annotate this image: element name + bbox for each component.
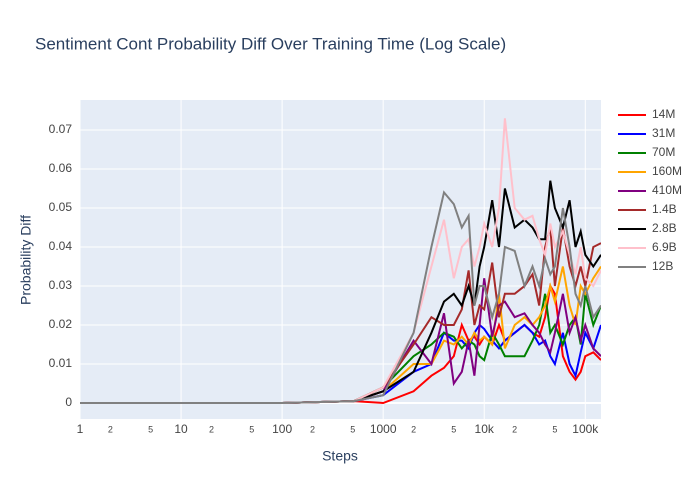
x-tick-label: 5 [451,424,456,434]
grid [79,100,601,419]
x-tick-label: 2 [411,424,416,434]
legend-label: 14M [652,107,675,121]
series-line [80,283,601,405]
x-tick-label: 100 [272,422,292,436]
plot-background [80,100,601,419]
legend-label: 31M [652,126,675,140]
x-tick-label: 2 [108,424,113,434]
chart-title: Sentiment Cont Probability Diff Over Tra… [35,34,506,53]
x-axis-title: Steps [322,448,358,464]
y-tick-label: 0.02 [49,317,73,331]
x-tick-label: 5 [350,424,355,434]
series-line [80,190,601,404]
series-line [80,227,601,404]
x-tick-label: 1000 [370,422,397,436]
legend-label: 2.8B [652,221,677,235]
y-tick-label: 0.05 [49,200,73,214]
y-tick-label: 0 [65,395,72,409]
legend-label: 6.9B [652,240,677,254]
y-tick-label: 0.04 [49,239,73,253]
legend-label: 70M [652,145,675,159]
y-tick-label: 0.06 [49,161,73,175]
series-line [80,180,601,404]
y-axis-title: Probability Diff [18,215,34,305]
legend-label: 410M [652,183,682,197]
x-tick-label: 1 [77,422,84,436]
series-line [80,278,601,404]
legend-label: 1.4B [652,202,677,216]
y-tick-label: 0.01 [49,356,73,370]
legend-label: 12B [652,259,673,273]
x-tick-label: 2 [209,424,214,434]
x-tick-label: 10k [475,422,495,436]
x-tick-label: 100k [572,422,599,436]
x-tick-label: 5 [552,424,557,434]
y-tick-label: 0.03 [49,278,73,292]
x-tick-label: 5 [249,424,254,434]
x-tick-label: 2 [310,424,315,434]
x-tick-label: 2 [512,424,517,434]
y-tick-label: 0.07 [49,122,73,136]
series-line [80,293,601,404]
x-tick-label: 10 [174,422,188,436]
x-tick-label: 5 [148,424,153,434]
legend-label: 160M [652,164,682,178]
